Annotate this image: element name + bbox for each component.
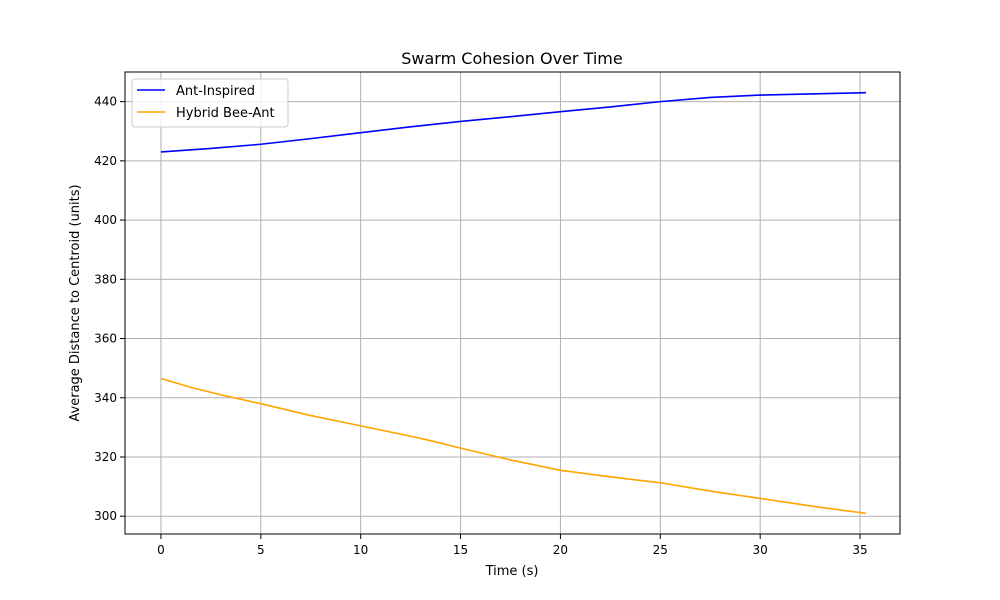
- legend-label-ant-inspired: Ant-Inspired: [176, 84, 255, 99]
- legend: Ant-Inspired Hybrid Bee-Ant: [131, 78, 289, 128]
- y-tick-label: 340: [94, 391, 117, 405]
- axis-ticks: 0 5 10 15 20 25 30 35 300 320 340 360 380 400 420 440: [94, 95, 868, 557]
- series-line-hybrid-bee-ant: [160, 377, 867, 515]
- x-tick-label: 10: [353, 543, 368, 557]
- series-line-ant-inspired: [160, 91, 867, 153]
- x-tick-label: 35: [852, 543, 867, 557]
- y-tick-label: 320: [94, 450, 117, 464]
- series-lines: [160, 91, 867, 515]
- x-axis-label: Time (s): [485, 564, 539, 579]
- y-tick-label: 380: [94, 272, 117, 286]
- y-tick-label: 360: [94, 332, 117, 346]
- y-tick-label: 440: [94, 95, 117, 109]
- y-tick-label: 400: [94, 213, 117, 227]
- y-tick-label: 300: [94, 509, 117, 523]
- x-tick-label: 25: [653, 543, 668, 557]
- x-tick-label: 20: [553, 543, 568, 557]
- legend-label-hybrid-bee-ant: Hybrid Bee-Ant: [176, 106, 275, 121]
- x-tick-label: 0: [157, 543, 165, 557]
- y-tick-label: 420: [94, 154, 117, 168]
- x-tick-label: 5: [257, 543, 265, 557]
- chart-title: Swarm Cohesion Over Time: [401, 49, 622, 68]
- plot-frame: [124, 71, 901, 535]
- x-tick-label: 15: [453, 543, 468, 557]
- legend-box: [131, 78, 289, 128]
- grid: [125, 72, 900, 534]
- y-axis-label: Average Distance to Centroid (units): [68, 184, 83, 421]
- x-tick-label: 30: [753, 543, 768, 557]
